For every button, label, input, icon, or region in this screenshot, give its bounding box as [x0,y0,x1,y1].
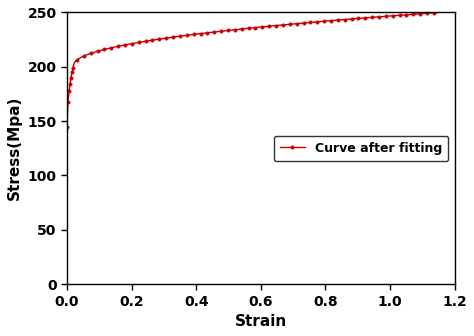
Curve after fitting [357,16,363,20]
X-axis label: Strain: Strain [235,314,287,329]
Curve after fitting [322,19,328,23]
Legend: Curve after fitting: Curve after fitting [273,135,448,161]
Y-axis label: Stress(Mpa): Stress(Mpa) [7,96,22,201]
Line: Curve after fitting: Curve after fitting [65,11,440,129]
Curve after fitting [368,15,374,19]
Curve after fitting [263,25,269,29]
Curve after fitting [313,20,319,24]
Curve after fitting [81,54,87,58]
Curve after fitting [436,10,441,14]
Curve after fitting [64,125,70,129]
